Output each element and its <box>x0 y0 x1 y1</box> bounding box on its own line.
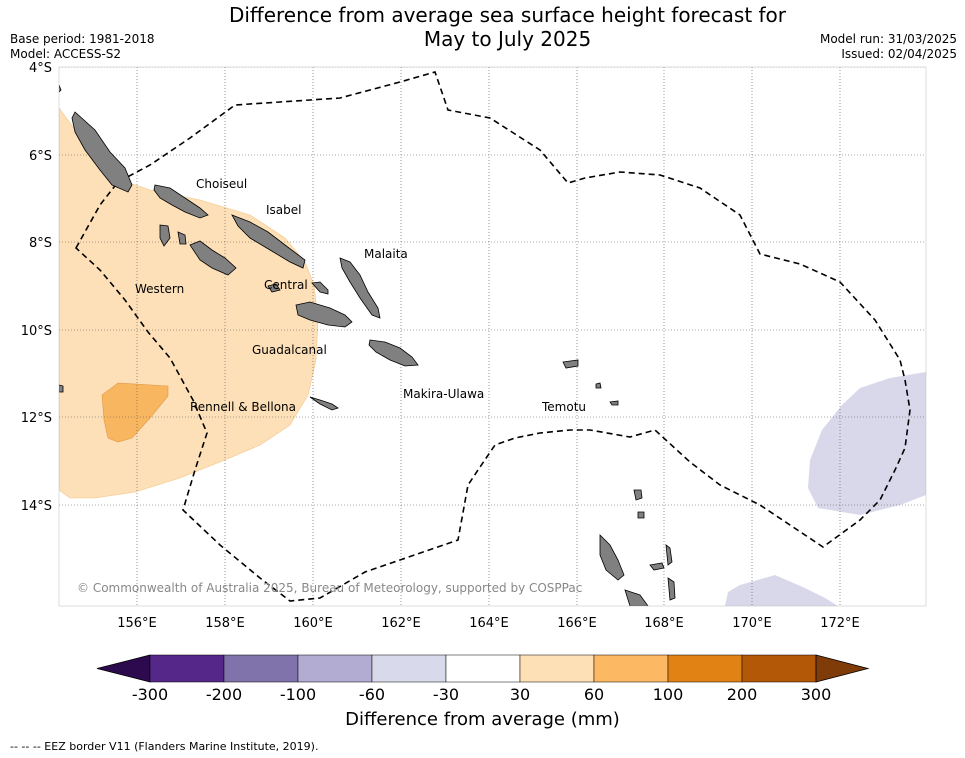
colorbar-tick-label: -60 <box>359 685 385 704</box>
vanuatu-malakula-island <box>624 589 649 606</box>
bougainville-island <box>71 111 133 193</box>
ranongga-island <box>177 231 187 245</box>
colorbar-tick-label: 60 <box>584 685 604 704</box>
tikopia-island <box>609 400 619 406</box>
meta-right: Model run: 31/03/2025 Issued: 02/04/2025 <box>820 32 957 62</box>
colorbar-extend-high <box>815 654 870 683</box>
lon-tick-label: 162°E <box>381 616 421 631</box>
colorbar-segment <box>445 654 521 683</box>
colorbar-segment <box>223 654 299 683</box>
region-label-central: Central <box>264 278 308 292</box>
issued-date: Issued: 02/04/2025 <box>841 47 957 61</box>
banks-island <box>637 511 645 519</box>
lon-tick-label: 156°E <box>117 616 157 631</box>
lon-tick-label: 164°E <box>469 616 509 631</box>
lat-tick-label: 4°S <box>29 61 52 76</box>
torres-island <box>633 489 643 501</box>
colorbar-tick-label: -100 <box>280 685 316 704</box>
vanuatu-pentecost-island <box>667 577 676 601</box>
colorbar-tick-label: -300 <box>132 685 168 704</box>
region-label-western: Western <box>135 282 184 296</box>
lon-tick-label: 158°E <box>205 616 245 631</box>
eez-footnote: -- -- -- EEZ border V11 (Flanders Marine… <box>10 740 319 753</box>
vanuatu-ambae-island <box>649 562 665 571</box>
makira-island <box>368 339 419 367</box>
vanikoro-island <box>595 382 602 389</box>
anomaly-60-100-positive <box>101 382 169 443</box>
russell-island <box>267 283 281 293</box>
vanuatu-espiritu-santo-island <box>599 534 625 581</box>
region-label-guadalcanal: Guadalcanal <box>252 343 327 357</box>
north-edge-island <box>59 84 62 93</box>
west-island-edge <box>59 384 64 393</box>
temotu-nendo-island <box>562 359 579 369</box>
colorbar-segment <box>741 654 817 683</box>
colorbar-extend-low <box>96 654 151 683</box>
meta-left: Base period: 1981-2018 Model: ACCESS-S2 <box>10 32 155 62</box>
region-label-temotu: Temotu <box>541 400 586 414</box>
base-period: Base period: 1981-2018 <box>10 32 155 46</box>
anomaly-30-60-negative-east <box>808 372 926 515</box>
vella-lavella-island <box>159 224 171 247</box>
colorbar-tick-label: -30 <box>433 685 459 704</box>
region-labels: Choiseul Isabel Malaita Western Central … <box>135 177 586 414</box>
lon-tick-label: 166°E <box>557 616 597 631</box>
rennell-island <box>309 396 339 411</box>
nggela-island <box>311 281 329 295</box>
lat-tick-label: 8°S <box>29 236 52 251</box>
lon-tick-labels: 156°E 158°E 160°E 162°E 164°E 166°E 168°… <box>117 616 860 631</box>
colorbar-tick-label: -200 <box>206 685 242 704</box>
colorbar-tick-label: 300 <box>801 685 832 704</box>
vanuatu-maewo-island <box>665 544 673 566</box>
colorbar: -300 -200 -100 -60 -30 30 60 100 200 300 <box>96 654 870 704</box>
region-label-isabel: Isabel <box>266 203 301 217</box>
lon-tick-label: 170°E <box>732 616 772 631</box>
colorbar-segment <box>667 654 743 683</box>
colorbar-tick-label: 200 <box>727 685 758 704</box>
region-label-malaita: Malaita <box>364 247 408 261</box>
colorbar-tick-label: 100 <box>653 685 684 704</box>
colorbar-segment <box>519 654 595 683</box>
colorbar-segment <box>297 654 373 683</box>
model-name: Model: ACCESS-S2 <box>10 47 122 61</box>
lon-tick-label: 168°E <box>644 616 684 631</box>
anomaly-30-60-negative-south <box>725 575 838 606</box>
map-frame <box>58 66 927 607</box>
malaita-island <box>339 257 381 319</box>
isabel-island <box>231 214 306 269</box>
choiseul-island <box>153 184 209 219</box>
chart-title: Difference from average sea surface heig… <box>180 3 835 51</box>
title-line-1: Difference from average sea surface heig… <box>228 3 787 27</box>
colorbar-segment <box>149 654 225 683</box>
lat-tick-label: 12°S <box>21 411 52 426</box>
region-label-choiseul: Choiseul <box>196 177 247 191</box>
model-run: Model run: 31/03/2025 <box>819 32 957 46</box>
eez-border <box>74 71 911 602</box>
lon-tick-label: 160°E <box>293 616 333 631</box>
copyright-notice: © Commonwealth of Australia 2025, Bureau… <box>77 581 582 595</box>
region-label-makira-ulawa: Makira-Ulawa <box>403 387 484 401</box>
islands <box>59 84 676 606</box>
map-area: © Commonwealth of Australia 2025, Bureau… <box>59 67 926 606</box>
title-line-2: May to July 2025 <box>423 27 592 51</box>
colorbar-segment <box>593 654 669 683</box>
guadalcanal-island <box>295 301 353 328</box>
colorbar-segment <box>371 654 447 683</box>
new-georgia-island <box>189 240 237 276</box>
colorbar-tick-label: 30 <box>510 685 530 704</box>
lat-tick-labels: 4°S 6°S 8°S 10°S 12°S 14°S <box>21 61 52 514</box>
colorbar-title: Difference from average (mm) <box>345 709 620 730</box>
lon-tick-label: 172°E <box>820 616 860 631</box>
lat-tick-label: 6°S <box>29 149 52 164</box>
region-label-rennell-bellona: Rennell & Bellona <box>190 400 296 414</box>
graticule <box>59 67 926 606</box>
lat-tick-label: 14°S <box>21 499 52 514</box>
lat-tick-label: 10°S <box>21 324 52 339</box>
